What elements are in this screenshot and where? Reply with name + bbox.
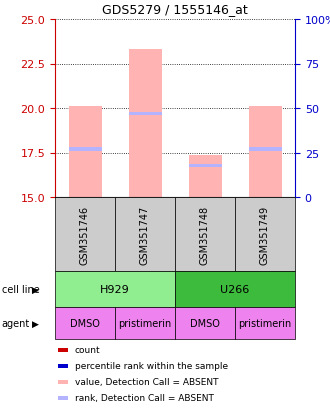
Text: pristimerin: pristimerin xyxy=(118,318,172,328)
Text: ▶: ▶ xyxy=(32,285,39,294)
Text: GSM351748: GSM351748 xyxy=(200,205,210,264)
Text: count: count xyxy=(75,346,100,355)
Text: ▶: ▶ xyxy=(32,319,39,328)
Bar xyxy=(248,148,281,151)
Text: H929: H929 xyxy=(100,284,130,294)
Text: GSM351747: GSM351747 xyxy=(140,205,150,264)
Bar xyxy=(69,148,102,151)
Text: pristimerin: pristimerin xyxy=(238,318,292,328)
Text: DMSO: DMSO xyxy=(70,318,100,328)
Bar xyxy=(188,165,221,168)
Text: U266: U266 xyxy=(220,284,249,294)
Bar xyxy=(69,107,102,197)
Bar xyxy=(128,112,161,116)
Text: percentile rank within the sample: percentile rank within the sample xyxy=(75,362,228,370)
Bar xyxy=(188,156,221,197)
Text: rank, Detection Call = ABSENT: rank, Detection Call = ABSENT xyxy=(75,394,214,403)
Bar xyxy=(248,107,281,197)
Text: agent: agent xyxy=(2,318,30,328)
Title: GDS5279 / 1555146_at: GDS5279 / 1555146_at xyxy=(102,3,248,16)
Text: value, Detection Call = ABSENT: value, Detection Call = ABSENT xyxy=(75,377,218,387)
Bar xyxy=(128,50,161,197)
Text: GSM351749: GSM351749 xyxy=(260,205,270,264)
Text: GSM351746: GSM351746 xyxy=(80,205,90,264)
Text: DMSO: DMSO xyxy=(190,318,220,328)
Text: cell line: cell line xyxy=(2,284,39,294)
